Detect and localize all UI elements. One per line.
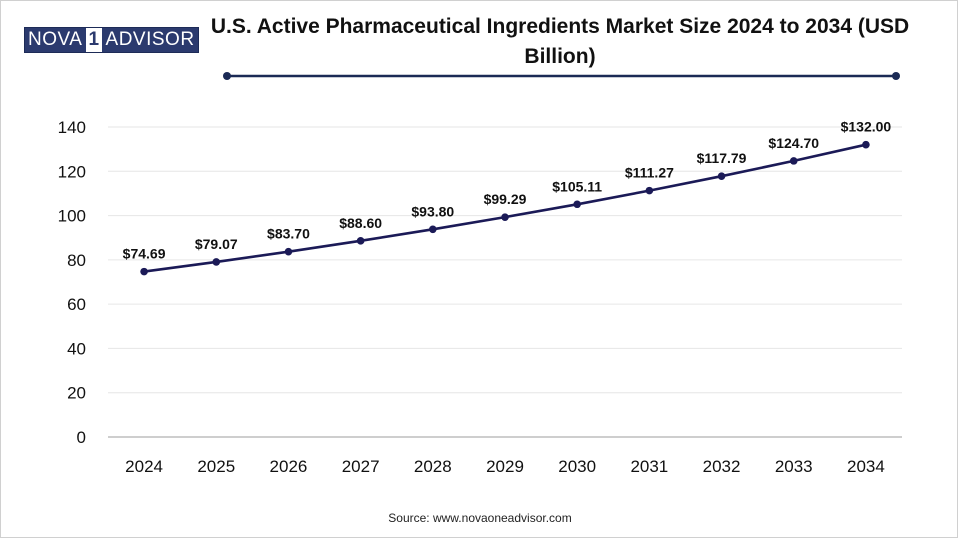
- x-tick-label: 2025: [197, 457, 235, 476]
- x-tick-label: 2032: [703, 457, 741, 476]
- y-tick-label: 0: [77, 428, 86, 447]
- x-axis-tick-labels: 2024 2025 2026 2027 2028 2029 2030 2031 2032 2033…: [125, 457, 885, 476]
- x-tick-label: 2033: [775, 457, 813, 476]
- x-tick-label: 2026: [270, 457, 308, 476]
- data-label-2033: $124.70: [768, 135, 819, 151]
- title-underline-right-dot: [892, 72, 900, 80]
- data-point-2025: [212, 258, 221, 266]
- logo-advisor-text: ADVISOR: [102, 28, 198, 52]
- y-tick-label: 20: [67, 384, 86, 403]
- y-axis-tick-labels: 0 20 40 60 80 100 120 140: [58, 118, 86, 447]
- data-label-2032: $117.79: [697, 150, 747, 166]
- data-point-2030: [573, 200, 581, 209]
- brand-logo: NOVA 1 ADVISOR: [24, 27, 199, 53]
- data-label-2027: $88.60: [339, 215, 382, 231]
- data-point-2031: [645, 186, 654, 195]
- data-label-2031: $111.27: [625, 165, 674, 181]
- data-label-2025: $79.07: [195, 236, 238, 252]
- data-point-2029: [501, 213, 509, 221]
- data-label-2029: $99.29: [484, 191, 527, 207]
- series-path: [143, 143, 867, 273]
- chart-title: U.S. Active Pharmaceutical Ingredients M…: [210, 15, 910, 68]
- x-tick-label: 2030: [558, 457, 596, 476]
- y-tick-label: 120: [58, 162, 86, 181]
- data-point-2026: [284, 247, 293, 256]
- grid-lines: [108, 126, 902, 394]
- logo-nova-text: NOVA: [25, 28, 86, 52]
- data-labels: $74.69 $79.07 $83.70 $88.60 $93.80 $99.29 $105…: [123, 119, 892, 262]
- y-tick-label: 140: [58, 118, 86, 137]
- data-label-2026: $83.70: [267, 226, 310, 242]
- data-point-2033: [789, 157, 798, 165]
- data-label-2024: $74.69: [123, 246, 166, 262]
- x-tick-label: 2031: [630, 457, 668, 476]
- data-point-2034: [862, 140, 870, 149]
- data-points: [140, 140, 870, 276]
- data-label-2030: $105.11: [552, 178, 602, 194]
- data-label-2034: $132.00: [841, 119, 892, 135]
- data-point-2027: [356, 237, 365, 245]
- logo-one-mark: 1: [85, 28, 103, 52]
- title-underline-left-dot: [223, 72, 231, 80]
- x-tick-label: 2027: [342, 457, 380, 476]
- y-tick-label: 60: [67, 295, 86, 314]
- source-note: Source: www.novaoneadvisor.com: [388, 511, 572, 525]
- x-tick-label: 2034: [847, 457, 885, 476]
- x-tick-label: 2028: [414, 457, 452, 476]
- x-tick-label: 2029: [486, 457, 524, 476]
- data-point-2024: [140, 267, 148, 276]
- data-point-2028: [429, 225, 437, 234]
- y-tick-label: 40: [67, 339, 86, 358]
- x-tick-label: 2024: [125, 457, 163, 476]
- y-tick-label: 80: [67, 251, 86, 270]
- series-line: [143, 143, 867, 273]
- data-point-2032: [717, 172, 726, 180]
- data-label-2028: $93.80: [411, 203, 454, 219]
- y-tick-label: 100: [58, 207, 86, 226]
